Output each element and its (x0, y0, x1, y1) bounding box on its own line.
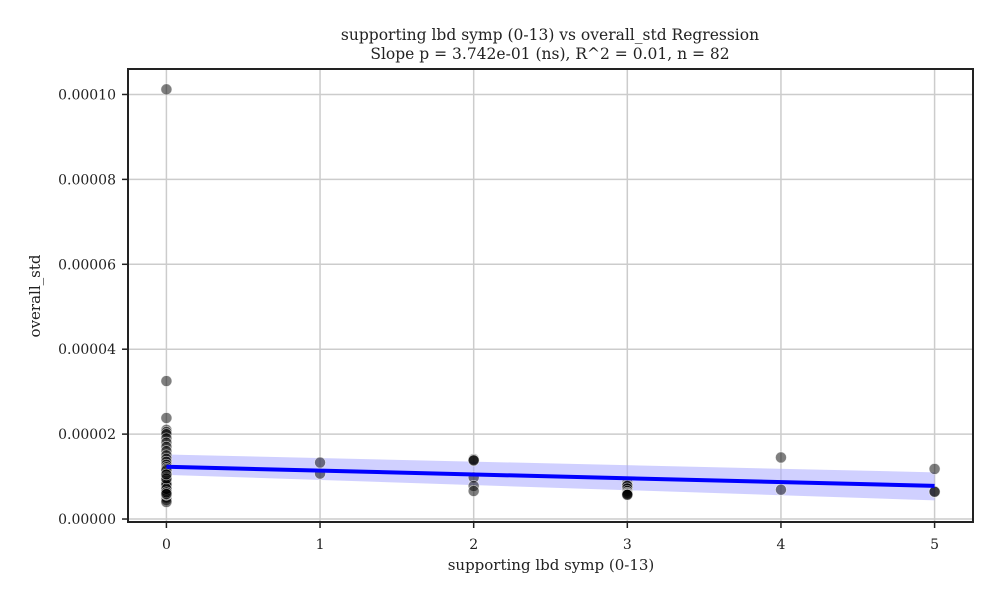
grid (128, 69, 973, 522)
y-tick-label: 0.00002 (58, 427, 116, 443)
y-axis-label: overall_std (26, 254, 44, 337)
data-point (621, 489, 634, 501)
x-axis-ticks: 0 1 2 3 4 5 (162, 522, 939, 553)
y-tick-label: 0.00004 (58, 342, 116, 358)
chart-subtitle: Slope p = 3.742e-01 (ns), R^2 = 0.01, n … (370, 45, 729, 63)
x-axis-label: supporting lbd symp (0-13) (448, 556, 655, 574)
y-tick-label: 0.00010 (58, 87, 116, 103)
data-point (928, 463, 941, 475)
data-point (160, 412, 173, 424)
data-point (928, 486, 941, 498)
x-tick-label: 3 (623, 537, 632, 553)
y-tick-label: 0.00006 (58, 257, 116, 273)
data-point (467, 454, 480, 467)
data-point (775, 451, 787, 464)
data-point (314, 456, 326, 469)
data-point (160, 468, 173, 481)
y-tick-label: 0.00008 (58, 172, 116, 188)
data-point (467, 485, 480, 497)
data-point (160, 488, 173, 500)
scatter-points (160, 83, 941, 508)
y-tick-label: 0.00000 (58, 512, 116, 528)
x-tick-label: 2 (469, 537, 478, 553)
x-tick-label: 4 (776, 537, 785, 553)
chart-title: supporting lbd symp (0-13) vs overall_st… (341, 26, 759, 44)
data-point (775, 483, 787, 496)
data-point (160, 83, 173, 96)
x-tick-label: 0 (162, 537, 171, 553)
data-point (160, 375, 173, 387)
x-tick-label: 5 (930, 537, 939, 553)
plot-frame (127, 68, 974, 523)
y-axis-ticks: 0.00000 0.00002 0.00004 0.00006 0.00008 0.000… (58, 87, 128, 528)
x-tick-label: 1 (316, 537, 325, 553)
regression-line (166, 464, 935, 488)
